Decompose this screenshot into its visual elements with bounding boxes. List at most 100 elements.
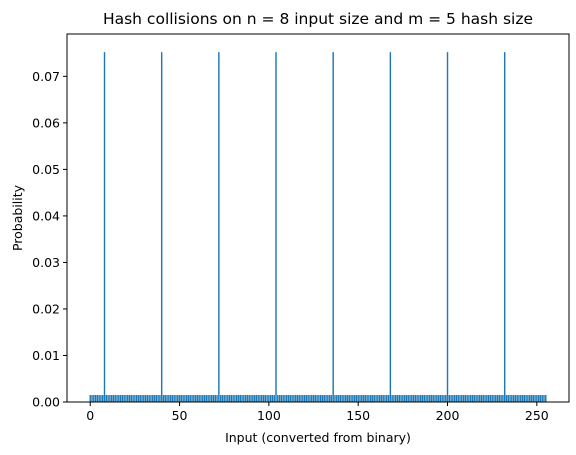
bar (119, 395, 122, 402)
bar (369, 395, 372, 402)
bar (182, 395, 184, 402)
bar (243, 395, 245, 402)
bar (257, 395, 259, 402)
bar (107, 395, 109, 402)
bar (452, 395, 454, 402)
bar (386, 395, 388, 402)
bar (132, 395, 134, 402)
y-tick-label: 0.06 (32, 115, 60, 130)
bar (482, 395, 484, 402)
bar (448, 395, 451, 402)
bar (293, 395, 295, 402)
bar (321, 395, 324, 402)
bar (496, 395, 499, 402)
bar (294, 395, 297, 402)
bar (159, 395, 161, 402)
bar (516, 395, 518, 402)
x-tick-label: 50 (172, 408, 188, 423)
bar (357, 395, 359, 402)
bar (196, 395, 199, 402)
x-tick-label: 0 (86, 408, 94, 423)
bar (266, 395, 268, 402)
bar (437, 395, 440, 402)
bar (316, 395, 318, 402)
bar (418, 395, 420, 402)
bar (100, 395, 102, 402)
bar (282, 395, 284, 402)
bar (175, 395, 177, 402)
bar (219, 395, 222, 402)
bar (214, 395, 216, 402)
bar (403, 395, 406, 402)
bar (441, 395, 443, 402)
bar (102, 395, 104, 402)
bar (255, 395, 258, 402)
bar (493, 395, 495, 402)
bar (425, 395, 427, 402)
bar (459, 395, 461, 402)
bar (162, 395, 165, 402)
bar (470, 395, 472, 402)
bar (143, 395, 145, 402)
bar (212, 395, 215, 402)
bar (185, 395, 188, 402)
y-axis-label: Probability (10, 184, 25, 251)
y-tick-label: 0.04 (32, 208, 60, 223)
bar (168, 395, 170, 402)
bar (466, 395, 468, 402)
bar (209, 395, 211, 402)
bar (430, 395, 433, 402)
bar (361, 395, 363, 402)
bar (232, 395, 234, 402)
bar (227, 395, 229, 402)
bar (221, 395, 224, 402)
bar (407, 395, 409, 402)
bar (202, 395, 204, 402)
bar (434, 395, 436, 402)
plot-frame (66, 33, 570, 403)
bar (277, 395, 279, 402)
bar (228, 395, 231, 402)
bar (373, 395, 375, 402)
bar (250, 395, 252, 402)
bar (177, 395, 179, 402)
bar (545, 395, 547, 402)
bar (405, 395, 408, 402)
bar (336, 395, 338, 402)
bar (371, 395, 374, 402)
bar (135, 395, 138, 402)
bar (193, 395, 195, 402)
bar (514, 395, 517, 402)
bar (171, 395, 174, 402)
bar-peak (103, 52, 106, 402)
bar (319, 395, 322, 402)
bar (537, 395, 540, 402)
bar (495, 395, 497, 402)
bar (191, 395, 193, 402)
bar (445, 395, 447, 402)
bar (527, 395, 529, 402)
bar (396, 395, 399, 402)
bar (127, 395, 129, 402)
bar (348, 395, 350, 402)
bar (427, 395, 429, 402)
bar (187, 395, 190, 402)
bar (244, 395, 247, 402)
bar (518, 395, 520, 402)
bar (153, 395, 156, 402)
x-tick-label: 250 (525, 408, 549, 423)
bar (453, 395, 456, 402)
bar (541, 395, 543, 402)
bar (480, 395, 483, 402)
bar (91, 395, 93, 402)
bar (352, 395, 354, 402)
bar (164, 395, 166, 402)
bar (309, 395, 311, 402)
bar (393, 395, 395, 402)
bar (286, 395, 288, 402)
bar (530, 395, 533, 402)
bar (344, 395, 347, 402)
bar-peak (160, 52, 163, 402)
bar (118, 395, 120, 402)
bar (439, 395, 442, 402)
